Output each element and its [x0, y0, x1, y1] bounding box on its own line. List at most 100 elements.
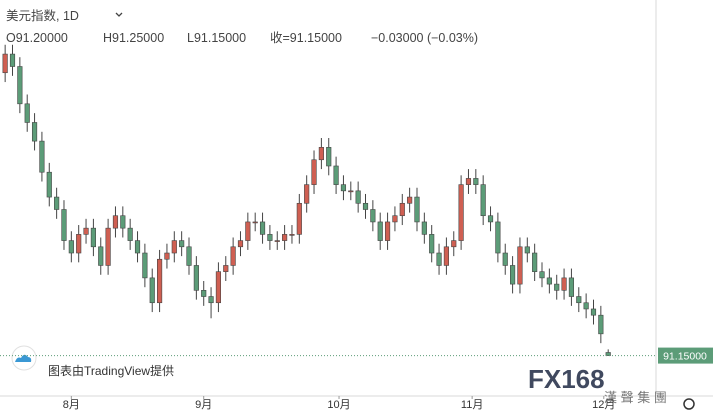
candle-body — [583, 302, 589, 310]
candle-body — [171, 240, 177, 254]
candle-body — [473, 178, 479, 185]
candle-body — [384, 221, 391, 241]
candle-body — [443, 246, 449, 266]
ohlc-high: H91.25000 — [103, 31, 164, 45]
candle-body — [414, 196, 420, 223]
x-tick-label: 12月 — [592, 399, 615, 411]
x-tick-label: 10月 — [327, 399, 350, 411]
candle-body — [98, 246, 104, 266]
candle-body — [68, 240, 74, 254]
tradingview-logo[interactable] — [11, 345, 37, 371]
candle-body — [333, 165, 339, 185]
last-price-label: 91.15000 — [663, 351, 707, 363]
watermark-name: 漢 聲 集 團 — [604, 390, 667, 405]
candle-body — [421, 221, 427, 235]
candle-body — [598, 314, 604, 335]
watermark-logo: FX168 — [528, 364, 605, 394]
candle-body — [157, 258, 163, 304]
candle-body — [76, 234, 82, 254]
candle-body — [539, 271, 545, 279]
candle-body — [9, 53, 16, 67]
interval-dropdown[interactable] — [115, 12, 123, 17]
candle-body — [112, 215, 119, 229]
candle-body — [502, 252, 508, 266]
candle-body — [274, 240, 280, 242]
candle-body — [61, 209, 67, 241]
candle-body — [392, 215, 398, 223]
candle-body — [105, 227, 111, 266]
candle-body — [304, 184, 310, 204]
attribution[interactable]: 图表由TradingView提供 — [48, 363, 174, 378]
candle-body — [90, 227, 96, 248]
candle-body — [532, 252, 538, 272]
candle-body — [83, 227, 89, 235]
ohlc-close: 收=91.15000 — [270, 31, 342, 45]
candle-body — [348, 190, 354, 193]
x-tick-label: 8月 — [63, 399, 80, 411]
candle-body — [193, 265, 199, 291]
candle-body — [201, 290, 207, 297]
candle-body — [340, 184, 347, 192]
candle-body — [355, 190, 361, 204]
candle-body — [318, 147, 324, 161]
candle-body — [377, 221, 383, 241]
candle-body — [510, 265, 516, 285]
candle-body — [289, 234, 295, 236]
candle-body — [568, 277, 575, 297]
ohlc-low: L91.15000 — [187, 31, 246, 45]
candle-body — [495, 221, 501, 254]
candle-body — [186, 246, 192, 266]
candle-body — [282, 234, 288, 241]
logo-cloud — [15, 354, 32, 362]
candle-body — [311, 159, 317, 185]
candle-body — [245, 221, 251, 241]
candle-body — [267, 234, 273, 241]
candles — [2, 44, 611, 356]
candle-body — [465, 178, 472, 185]
candle-body — [576, 296, 582, 304]
candle-body — [39, 140, 45, 173]
candle-body — [127, 227, 133, 241]
candle-body — [237, 240, 244, 248]
candle-body — [149, 277, 155, 304]
settings-gear[interactable] — [683, 398, 695, 410]
candle-body — [223, 265, 229, 272]
candle-body — [120, 215, 126, 229]
candle-body — [561, 277, 567, 291]
candle-body — [2, 53, 8, 74]
x-tick-label: 9月 — [195, 399, 212, 411]
symbol: 美元指数, 1D — [6, 8, 79, 23]
candle-body — [546, 277, 552, 285]
candle-body — [259, 221, 266, 235]
candle-body — [451, 240, 457, 248]
candle-body — [458, 184, 464, 241]
candle-body — [215, 271, 222, 304]
candle-body — [54, 196, 60, 210]
candle-body — [46, 171, 52, 198]
gear-icon — [683, 398, 695, 410]
candle-body — [208, 296, 214, 304]
candle-body — [524, 246, 530, 254]
candle-body — [179, 240, 185, 248]
ohlc-open: O91.20000 — [6, 31, 68, 45]
candle-body — [24, 103, 30, 123]
candle-body — [429, 234, 435, 254]
candle-body — [370, 209, 376, 223]
candle-body — [31, 122, 38, 142]
candle-body — [407, 196, 413, 204]
candle-body — [554, 283, 560, 291]
candle-body — [252, 221, 258, 224]
candle-body — [296, 202, 302, 235]
candle-body — [17, 66, 23, 105]
candle-body — [399, 202, 405, 217]
candle-body — [134, 240, 141, 254]
candle-body — [436, 252, 442, 266]
candle-body — [605, 352, 611, 356]
candle-body — [517, 246, 523, 285]
candle-body — [326, 147, 332, 167]
candle-body — [480, 184, 486, 217]
ohlc-change: −0.03000 (−0.03%) — [371, 31, 478, 45]
